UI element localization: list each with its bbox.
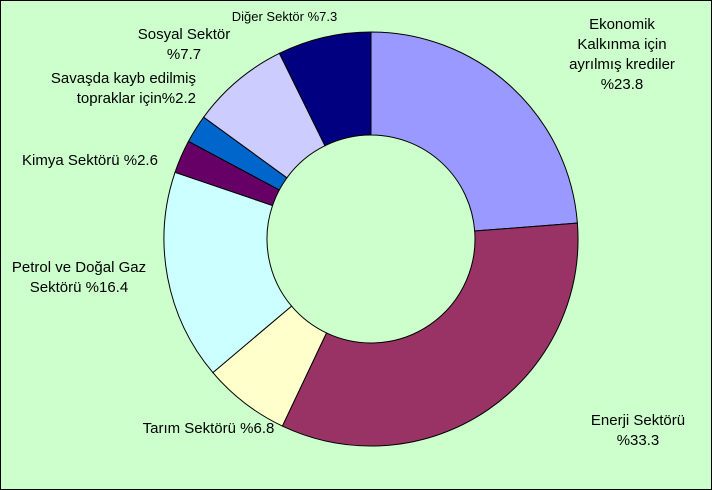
slice-label: Kimya Sektörü %2.6 bbox=[15, 151, 165, 171]
slice-label: Petrol ve Doğal Gaz Sektörü %16.4 bbox=[9, 258, 149, 298]
slice-label: Ekonomik Kalkınma için ayrılmış krediler… bbox=[563, 15, 681, 95]
value-label: %7.3 bbox=[307, 9, 338, 24]
category-name: Sosyal Sektör bbox=[137, 26, 231, 43]
slice-label: Diğer Sektör %7.3 bbox=[227, 8, 342, 25]
category-name: Kimya Sektörü bbox=[22, 152, 120, 169]
value-label: %16.4 bbox=[85, 279, 129, 296]
donut-slice bbox=[370, 31, 578, 232]
slice-label: Tarım Sektörü %6.8 bbox=[141, 419, 276, 439]
slice-label: Savaşda kayb edilmiş topraklar için%2.2 bbox=[41, 69, 196, 109]
value-label: %2.6 bbox=[123, 152, 158, 169]
category-name: Enerji Sektörü bbox=[590, 412, 686, 429]
value-label: %6.8 bbox=[240, 420, 275, 437]
category-name: Petrol ve Doğal Gaz Sektörü bbox=[11, 259, 147, 296]
slice-label: Enerji Sektörü %33.3 bbox=[573, 411, 703, 451]
donut-slice bbox=[163, 171, 293, 374]
donut-slice bbox=[281, 222, 579, 447]
category-name: Tarım Sektörü bbox=[142, 420, 236, 437]
value-label: %23.8 bbox=[600, 76, 644, 93]
slice-label: Sosyal Sektör %7.7 bbox=[119, 25, 249, 65]
value-label: %7.7 bbox=[166, 46, 202, 63]
category-name: Diğer Sektör bbox=[231, 9, 304, 24]
category-name: Ekonomik Kalkınma için ayrılmış krediler bbox=[569, 16, 675, 73]
donut-slice bbox=[278, 31, 372, 147]
value-label: %2.2 bbox=[161, 90, 196, 107]
category-name: Savaşda kayb edilmiş topraklar için bbox=[50, 70, 196, 107]
value-label: %33.3 bbox=[616, 432, 660, 449]
